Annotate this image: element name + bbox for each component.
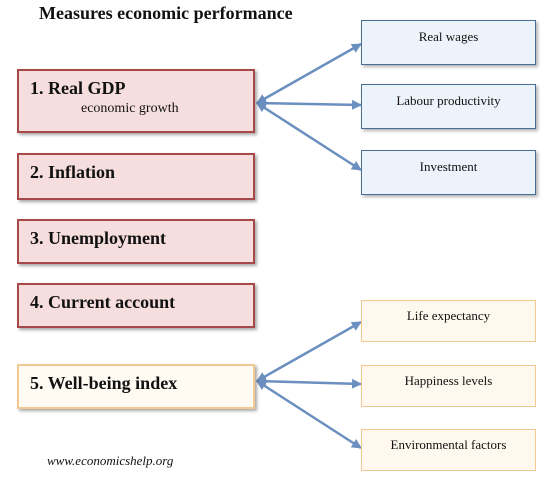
indicator-investment: Investment: [361, 150, 536, 195]
arrow-wellbeing-happiness-levels: [256, 376, 362, 389]
measure-label: 4. Current account: [30, 292, 176, 312]
indicator-life-expectancy: Life expectancy: [361, 300, 536, 342]
indicator-labour-productivity: Labour productivity: [361, 84, 536, 129]
indicator-environmental-factors: Environmental factors: [361, 429, 536, 471]
arrow-real-gdp-investment: [256, 101, 362, 172]
measure-sublabel: economic growth: [81, 101, 179, 116]
arrow-real-gdp-real-wages: [256, 42, 362, 105]
measure-unemployment: 3. Unemployment: [17, 219, 255, 264]
indicator-real-wages: Real wages: [361, 20, 536, 65]
measure-label: 5. Well-being index: [30, 373, 178, 393]
measure-real-gdp: 1. Real GDP economic growth: [17, 69, 255, 133]
arrow-wellbeing-life-expectancy: [256, 320, 362, 383]
source-url: www.economicshelp.org: [47, 453, 174, 468]
arrow-real-gdp-labour-productivity: [256, 98, 362, 110]
diagram-title: Measures economic performance: [39, 3, 293, 23]
measure-label: 2. Inflation: [30, 162, 116, 182]
measure-inflation: 2. Inflation: [17, 153, 255, 200]
measure-wellbeing-index: 5. Well-being index: [17, 364, 255, 409]
measure-current-account: 4. Current account: [17, 283, 255, 328]
arrow-wellbeing-environmental-factors: [256, 379, 362, 450]
measure-label: 1. Real GDP: [30, 78, 126, 98]
indicator-happiness-levels: Happiness levels: [361, 365, 536, 407]
measure-label: 3. Unemployment: [30, 228, 166, 248]
